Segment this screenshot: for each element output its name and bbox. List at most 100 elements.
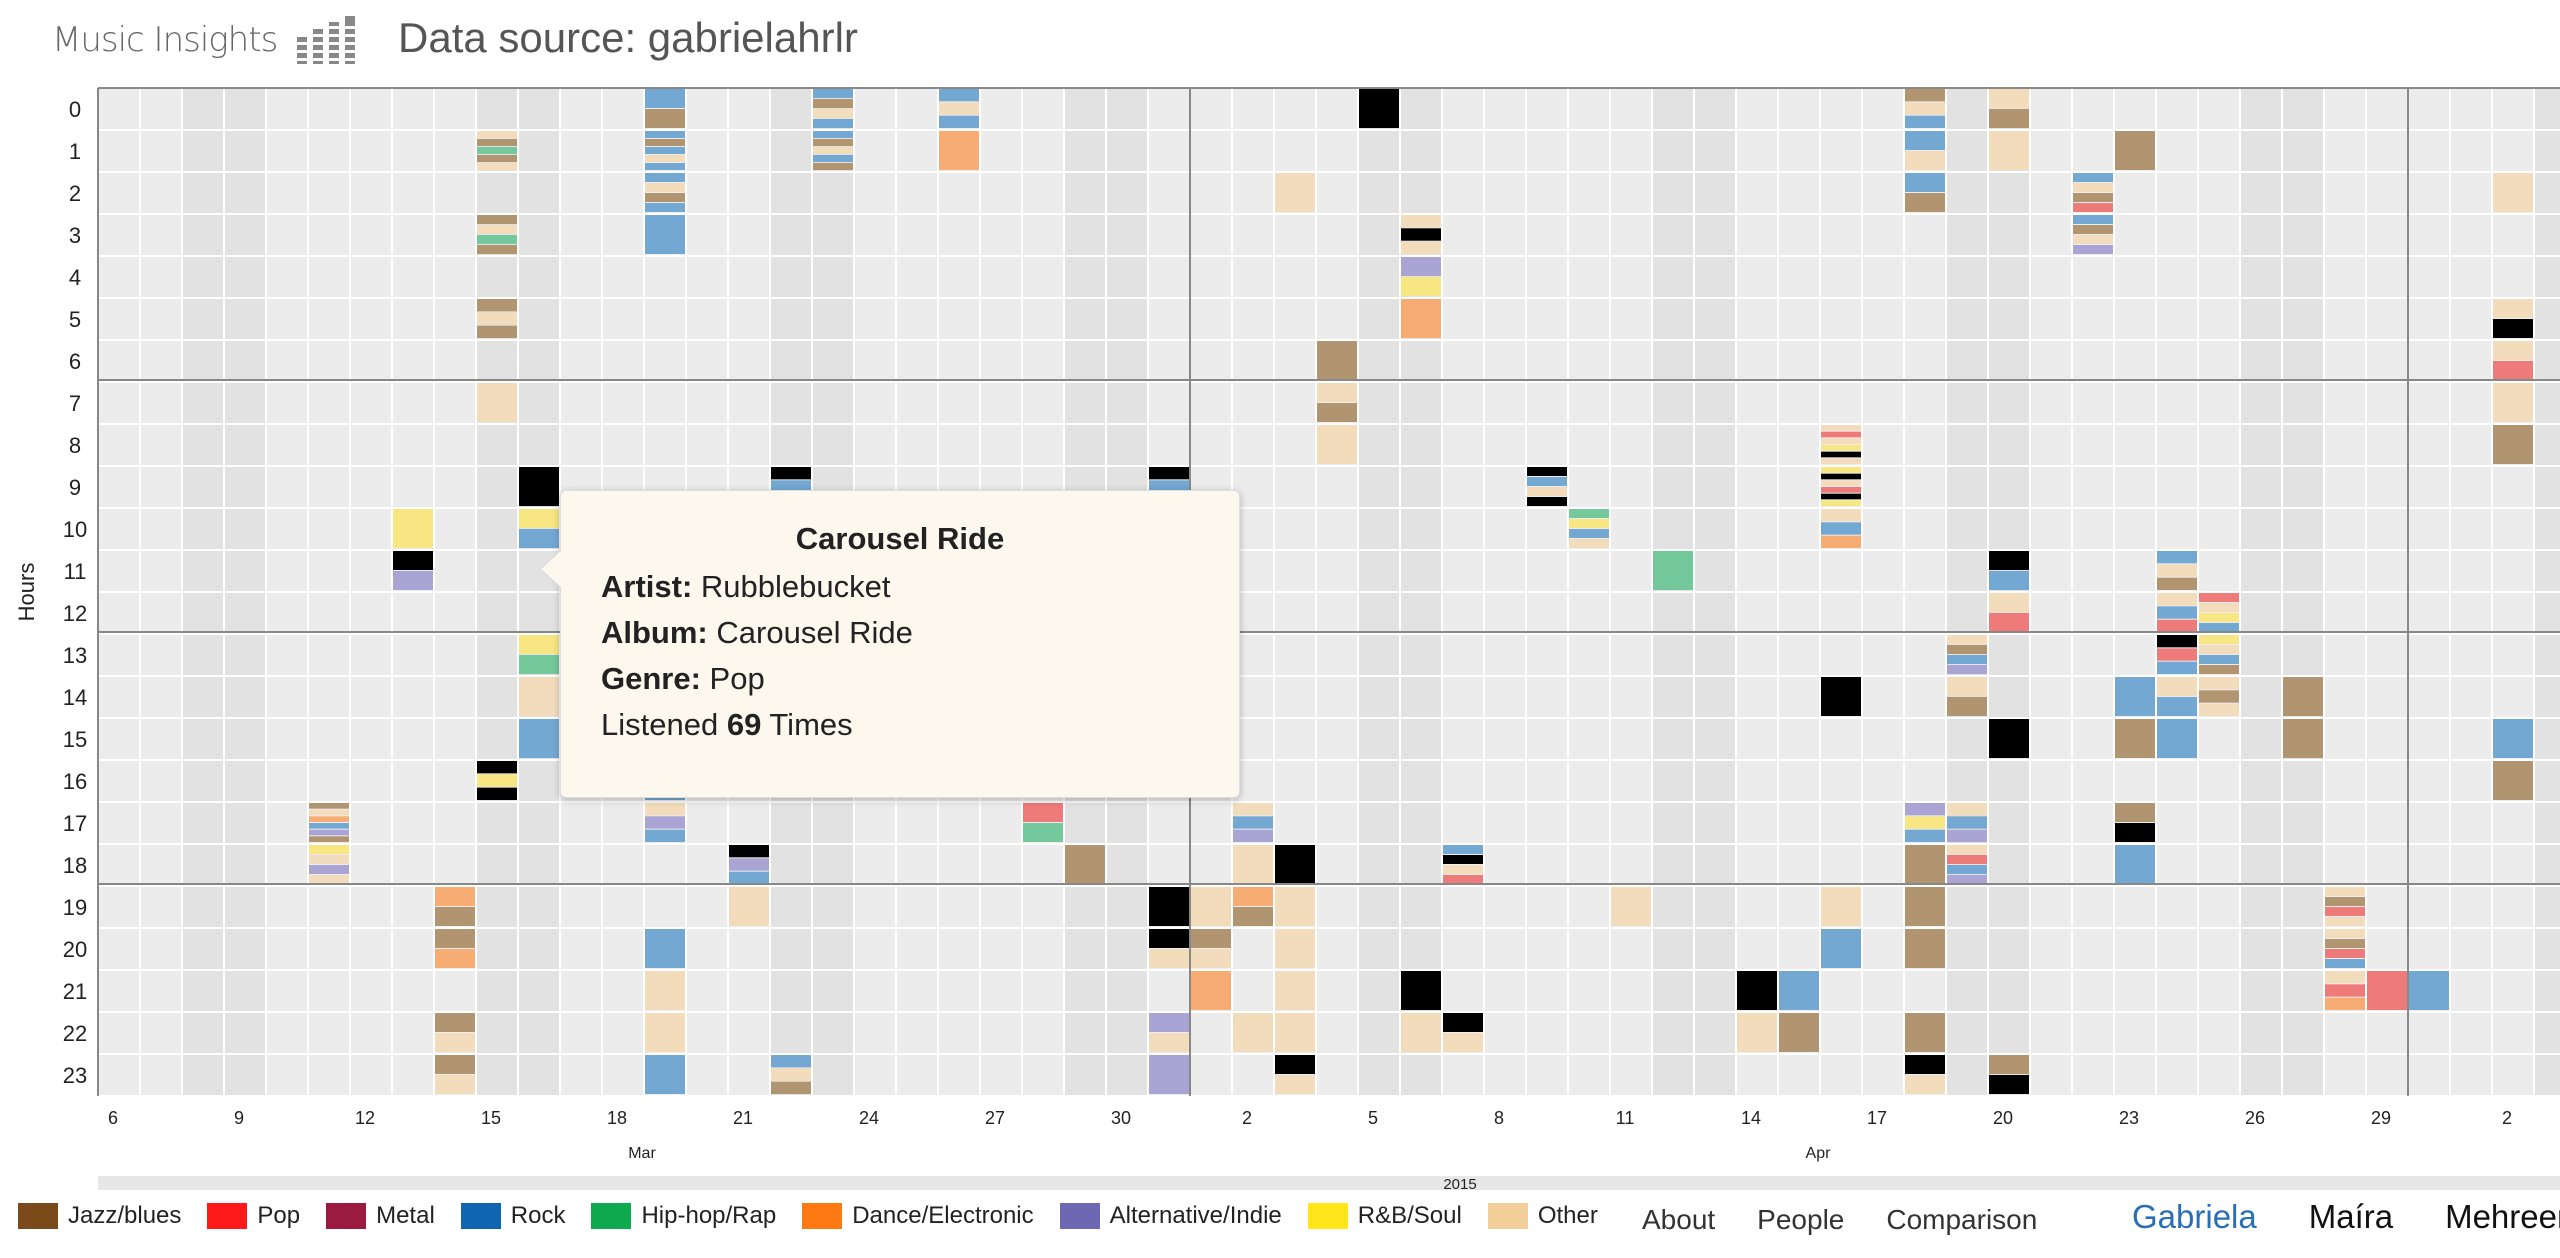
heatmap-cell[interactable]: [1989, 1013, 2029, 1053]
listening-block[interactable]: [2367, 971, 2407, 1010]
heatmap-cell[interactable]: [561, 257, 601, 297]
heatmap-cell[interactable]: [2367, 1055, 2407, 1095]
heatmap-cell[interactable]: [1863, 971, 1903, 1011]
heatmap-cell[interactable]: [435, 971, 475, 1011]
heatmap-cell[interactable]: [183, 215, 223, 255]
heatmap-cell[interactable]: [2283, 215, 2323, 255]
heatmap-cell[interactable]: [2031, 89, 2071, 129]
heatmap-cell[interactable]: [2241, 467, 2281, 507]
heatmap-cell[interactable]: [687, 845, 727, 885]
heatmap-cell[interactable]: [1149, 89, 1189, 129]
heatmap-cell[interactable]: [2073, 425, 2113, 465]
heatmap-cell[interactable]: [267, 803, 307, 843]
heatmap-cell[interactable]: [2409, 257, 2449, 297]
listening-block[interactable]: [645, 803, 685, 816]
heatmap-cell[interactable]: [1233, 257, 1273, 297]
heatmap-cell[interactable]: [1065, 887, 1105, 927]
heatmap-cell[interactable]: [1527, 635, 1567, 675]
heatmap-cell[interactable]: [1653, 131, 1693, 171]
heatmap-cell[interactable]: [1779, 677, 1819, 717]
listening-block[interactable]: [2493, 319, 2533, 338]
heatmap-cell[interactable]: [1821, 89, 1861, 129]
heatmap-cell[interactable]: [561, 341, 601, 381]
heatmap-cell[interactable]: [1695, 887, 1735, 927]
heatmap-cell[interactable]: [99, 635, 139, 675]
heatmap-cell[interactable]: [1821, 971, 1861, 1011]
heatmap-cell[interactable]: [2073, 971, 2113, 1011]
heatmap-cell[interactable]: [435, 425, 475, 465]
heatmap-cell[interactable]: [477, 1055, 517, 1095]
heatmap-cell[interactable]: [939, 299, 979, 339]
heatmap-cell[interactable]: [477, 719, 517, 759]
listening-block[interactable]: [1443, 1033, 1483, 1052]
heatmap-cell[interactable]: [1863, 593, 1903, 633]
heatmap-cell[interactable]: [2031, 509, 2071, 549]
heatmap-cell[interactable]: [2031, 887, 2071, 927]
heatmap-cell[interactable]: [1569, 929, 1609, 969]
heatmap-cell[interactable]: [1107, 257, 1147, 297]
heatmap-cell[interactable]: [1023, 131, 1063, 171]
heatmap-cell[interactable]: [1275, 299, 1315, 339]
heatmap-cell[interactable]: [225, 173, 265, 213]
listening-block[interactable]: [813, 99, 853, 108]
heatmap-cell[interactable]: [2073, 719, 2113, 759]
heatmap-cell[interactable]: [1821, 719, 1861, 759]
heatmap-cell[interactable]: [1065, 299, 1105, 339]
heatmap-cell[interactable]: [1317, 845, 1357, 885]
listening-block[interactable]: [2199, 603, 2239, 612]
heatmap-cell[interactable]: [351, 551, 391, 591]
heatmap-cell[interactable]: [1863, 845, 1903, 885]
heatmap-cell[interactable]: [1317, 635, 1357, 675]
heatmap-cell[interactable]: [2073, 551, 2113, 591]
heatmap-cell[interactable]: [2157, 971, 2197, 1011]
listening-block[interactable]: [2157, 564, 2197, 577]
heatmap-cell[interactable]: [1485, 929, 1525, 969]
heatmap-cell[interactable]: [519, 89, 559, 129]
heatmap-cell[interactable]: [225, 131, 265, 171]
heatmap-cell[interactable]: [1695, 467, 1735, 507]
heatmap-cell[interactable]: [771, 257, 811, 297]
heatmap-cell[interactable]: [2115, 1013, 2155, 1053]
heatmap-cell[interactable]: [1695, 1013, 1735, 1053]
listening-block[interactable]: [1947, 816, 1987, 829]
heatmap-cell[interactable]: [477, 173, 517, 213]
listening-block[interactable]: [645, 147, 685, 154]
heatmap-cell[interactable]: [477, 467, 517, 507]
heatmap-cell[interactable]: [351, 929, 391, 969]
heatmap-cell[interactable]: [1317, 299, 1357, 339]
heatmap-cell[interactable]: [855, 383, 895, 423]
heatmap-cell[interactable]: [897, 383, 937, 423]
heatmap-cell[interactable]: [1695, 677, 1735, 717]
heatmap-cell[interactable]: [1485, 131, 1525, 171]
heatmap-cell[interactable]: [1107, 383, 1147, 423]
heatmap-cell[interactable]: [351, 761, 391, 801]
listening-block[interactable]: [393, 551, 433, 570]
heatmap-cell[interactable]: [267, 971, 307, 1011]
heatmap-cell[interactable]: [1863, 467, 1903, 507]
heatmap-cell[interactable]: [2157, 383, 2197, 423]
heatmap-cell[interactable]: [2157, 761, 2197, 801]
heatmap-cell[interactable]: [1527, 89, 1567, 129]
listening-block[interactable]: [435, 949, 475, 968]
listening-block[interactable]: [1233, 887, 1273, 906]
listening-block[interactable]: [1737, 971, 1777, 1010]
listening-block[interactable]: [477, 312, 517, 325]
heatmap-cell[interactable]: [2199, 467, 2239, 507]
heatmap-cell[interactable]: [981, 257, 1021, 297]
heatmap-cell[interactable]: [1569, 593, 1609, 633]
listening-block[interactable]: [1905, 102, 1945, 115]
heatmap-cell[interactable]: [1233, 89, 1273, 129]
heatmap-cell[interactable]: [729, 1013, 769, 1053]
heatmap-cell[interactable]: [99, 887, 139, 927]
heatmap-cell[interactable]: [309, 467, 349, 507]
heatmap-cell[interactable]: [1821, 131, 1861, 171]
listening-block[interactable]: [309, 836, 349, 842]
heatmap-cell[interactable]: [1275, 215, 1315, 255]
heatmap-cell[interactable]: [1905, 341, 1945, 381]
heatmap-cell[interactable]: [2199, 131, 2239, 171]
listening-block[interactable]: [939, 102, 979, 115]
heatmap-cell[interactable]: [2535, 719, 2560, 759]
listening-block[interactable]: [477, 235, 517, 244]
heatmap-cell[interactable]: [561, 215, 601, 255]
heatmap-cell[interactable]: [435, 467, 475, 507]
